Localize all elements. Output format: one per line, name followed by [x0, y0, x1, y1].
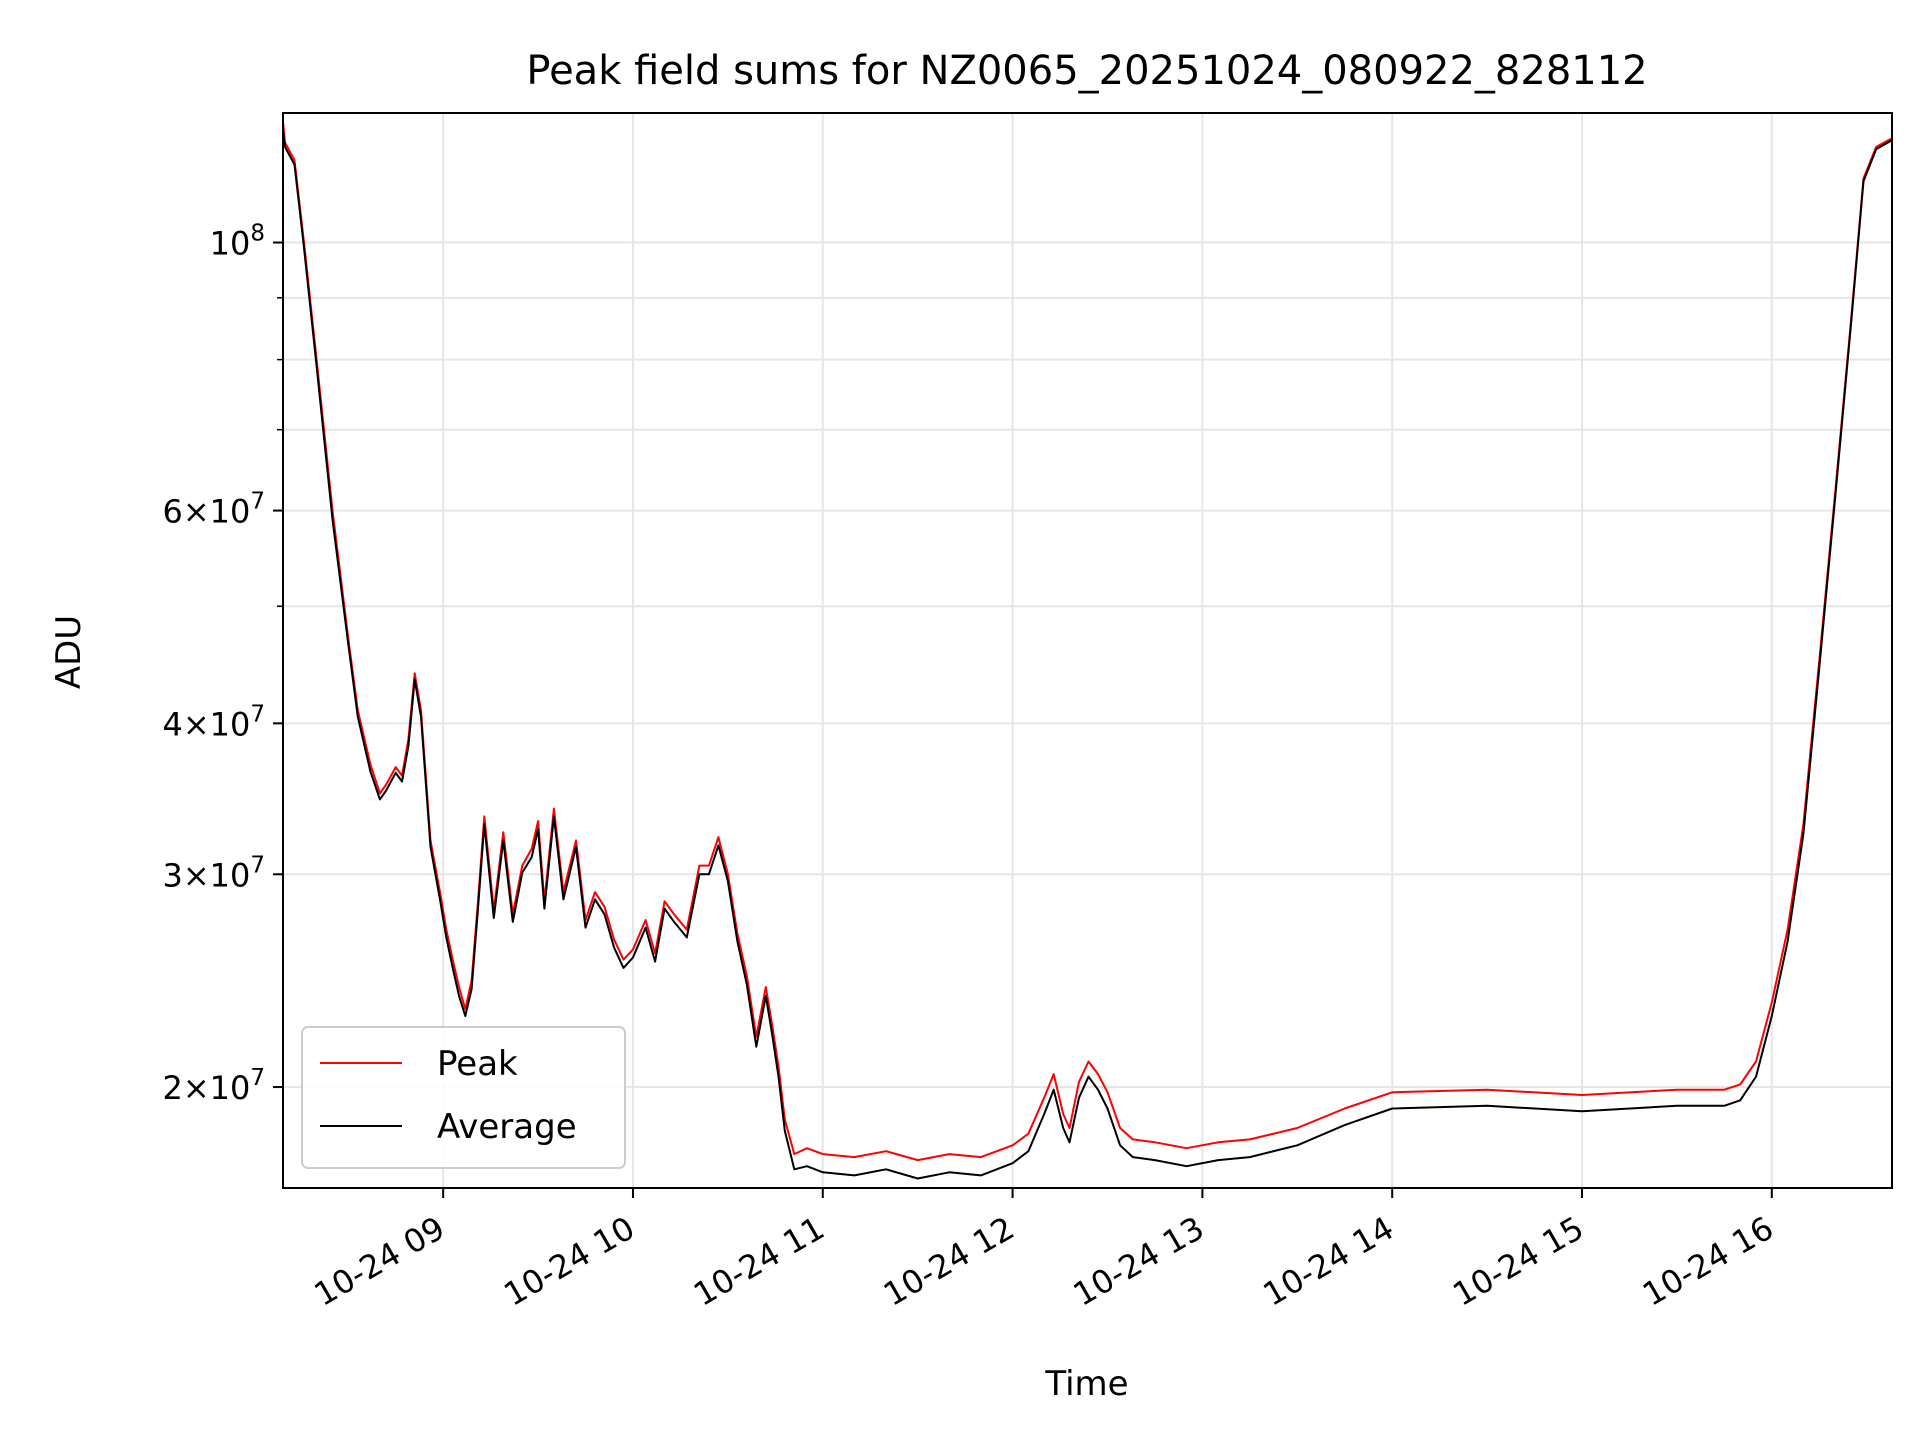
chart-title: Peak field sums for NZ0065_20251024_0809…	[526, 48, 1647, 94]
legend-label-peak: Peak	[437, 1044, 518, 1084]
y-tick-label: 4×107	[162, 701, 265, 743]
series-line-peak	[282, 121, 1893, 1162]
y-tick-label: 3×107	[162, 852, 265, 894]
y-tick-label: 6×107	[162, 489, 265, 531]
legend: Peak Average	[301, 1026, 626, 1169]
y-tick-label: 2×107	[162, 1065, 265, 1107]
y-axis: 108 6×107 4×107 3×107 2×107	[162, 221, 283, 1107]
y-axis-label: ADU	[49, 615, 89, 689]
series-line-average	[282, 129, 1893, 1180]
series-layer	[282, 121, 1893, 1180]
y-tick-label: 108	[210, 221, 265, 263]
plot-frame	[282, 112, 1893, 1189]
legend-label-average: Average	[437, 1107, 577, 1147]
x-axis-label: Time	[1044, 1364, 1128, 1404]
grid	[283, 113, 1892, 1188]
